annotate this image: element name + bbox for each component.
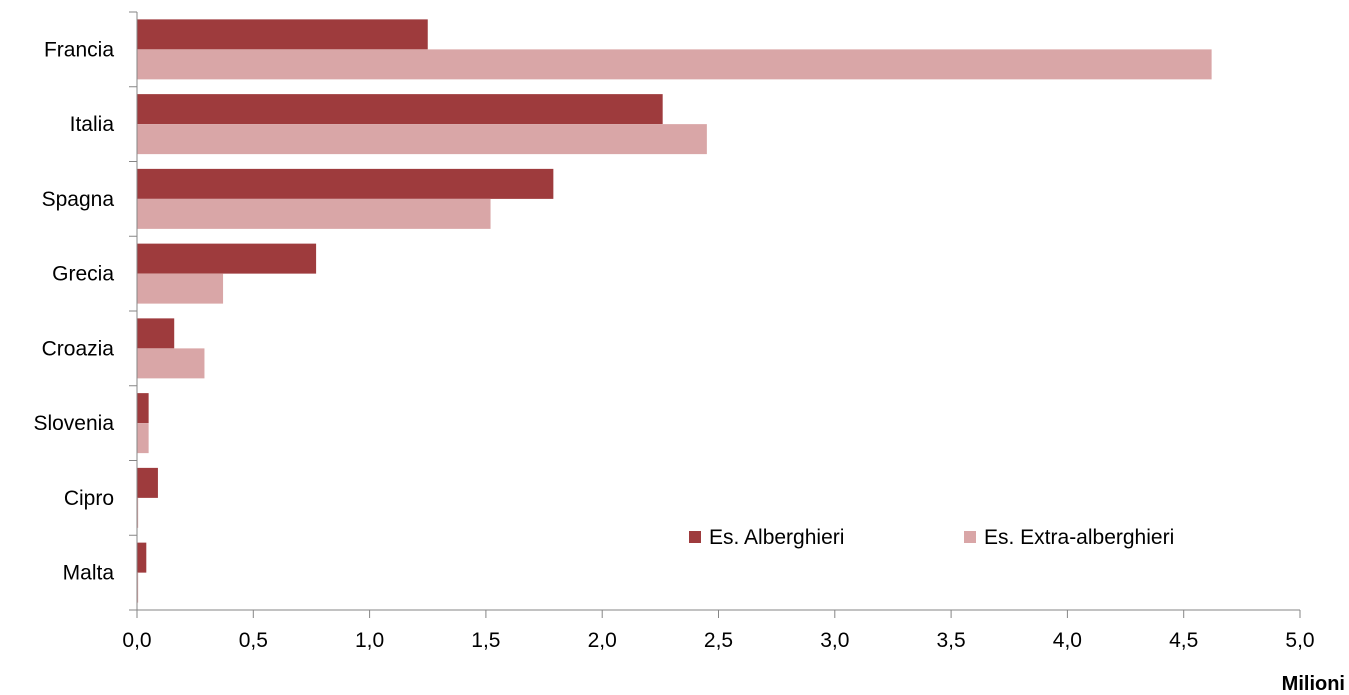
x-tick-label: 0,0 [122, 629, 151, 652]
bars-layer [137, 19, 1212, 602]
x-tick-label: 0,5 [239, 629, 268, 652]
bar-malta-alberghieri [137, 543, 146, 573]
bar-spagna-alberghieri [137, 169, 553, 199]
category-label-croazia: Croazia [42, 337, 115, 360]
category-label-slovenia: Slovenia [33, 412, 114, 435]
bar-slovenia-alberghieri [137, 393, 149, 423]
x-tick-label: 2,0 [588, 629, 617, 652]
legend: Es. Alberghieri Es. Extra-alberghieri [689, 526, 1174, 549]
category-label-malta: Malta [63, 562, 115, 585]
x-tick-label: 5,0 [1285, 629, 1314, 652]
legend-swatch-extra-alberghieri [964, 531, 976, 543]
bar-grecia-alberghieri [137, 244, 316, 274]
bar-cipro-alberghieri [137, 468, 158, 498]
x-tick-label: 3,0 [820, 629, 849, 652]
bar-francia-alberghieri [137, 19, 428, 49]
legend-label-extra-alberghieri: Es. Extra-alberghieri [984, 526, 1174, 549]
bar-croazia-extra-alberghieri [137, 348, 204, 378]
bar-croazia-alberghieri [137, 318, 174, 348]
category-label-grecia: Grecia [52, 263, 114, 286]
bar-spagna-extra-alberghieri [137, 199, 491, 229]
category-label-cipro: Cipro [64, 487, 114, 510]
category-label-spagna: Spagna [42, 188, 115, 211]
bar-italia-extra-alberghieri [137, 124, 707, 154]
category-label-italia: Italia [70, 113, 115, 136]
x-tick-label: 4,5 [1169, 629, 1198, 652]
x-tick-label: 1,0 [355, 629, 384, 652]
bar-slovenia-extra-alberghieri [137, 423, 149, 453]
x-tick-label: 2,5 [704, 629, 733, 652]
x-tick-label: 3,5 [936, 629, 965, 652]
legend-label-alberghieri: Es. Alberghieri [709, 526, 844, 549]
bar-francia-extra-alberghieri [137, 49, 1212, 79]
category-label-francia: Francia [44, 38, 114, 61]
x-tick-label: 1,5 [471, 629, 500, 652]
legend-swatch-alberghieri [689, 531, 701, 543]
bar-italia-alberghieri [137, 94, 663, 124]
x-tick-label: 4,0 [1053, 629, 1082, 652]
bar-grecia-extra-alberghieri [137, 274, 223, 304]
x-axis-unit-label: Milioni [1282, 673, 1345, 695]
